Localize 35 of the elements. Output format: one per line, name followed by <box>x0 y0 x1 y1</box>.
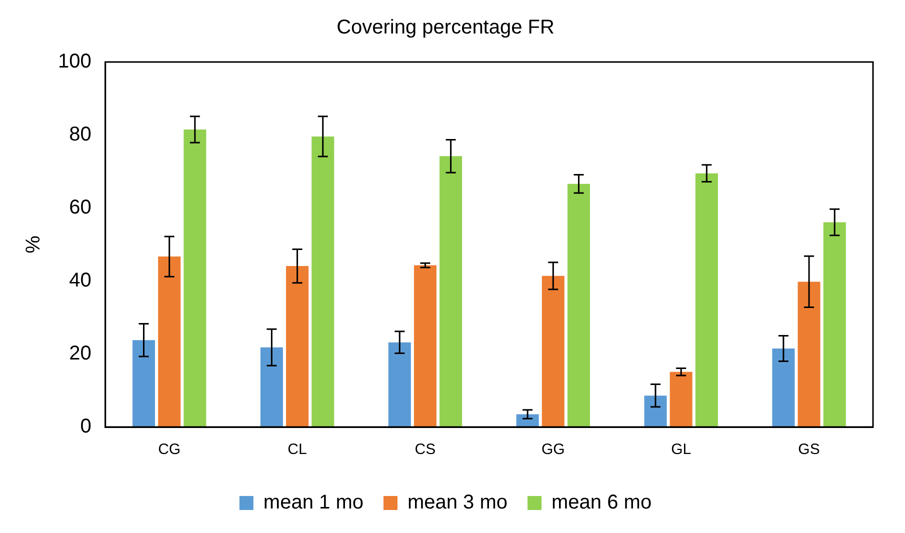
bar <box>414 265 436 427</box>
bar <box>132 340 156 427</box>
bar <box>823 222 846 427</box>
x-tick-label: GS <box>798 441 820 458</box>
bar <box>440 156 462 427</box>
bar <box>695 173 718 427</box>
chart-title: Covering percentage FR <box>336 16 554 39</box>
x-tick-label: CS <box>414 441 436 458</box>
y-tick-label: 0 <box>80 416 92 438</box>
bar <box>158 256 181 427</box>
bar <box>312 136 334 427</box>
bar <box>388 342 411 427</box>
bar <box>516 414 539 427</box>
x-tick-label: CL <box>288 441 307 458</box>
y-tick-label: 100 <box>58 50 92 73</box>
x-tick-label: CG <box>158 441 181 458</box>
bar <box>286 266 309 427</box>
y-tick-label: 20 <box>69 342 92 365</box>
bar <box>542 276 564 427</box>
y-tick-label: 40 <box>69 270 92 292</box>
y-tick-label: 60 <box>69 196 92 219</box>
bar <box>184 130 206 427</box>
bar <box>567 184 590 427</box>
x-tick-label: GL <box>671 441 692 458</box>
y-axis-title: % <box>22 235 45 254</box>
y-tick-label: 80 <box>69 124 92 146</box>
bar <box>644 396 667 427</box>
legend-label: mean 3 mo <box>407 492 508 514</box>
legend-label: mean 1 mo <box>263 492 364 514</box>
bar <box>260 347 283 427</box>
legend-label: mean 6 mo <box>552 492 652 514</box>
bar <box>772 348 795 427</box>
bar <box>798 282 820 427</box>
x-tick-label: GG <box>541 441 565 458</box>
bar <box>670 372 692 427</box>
